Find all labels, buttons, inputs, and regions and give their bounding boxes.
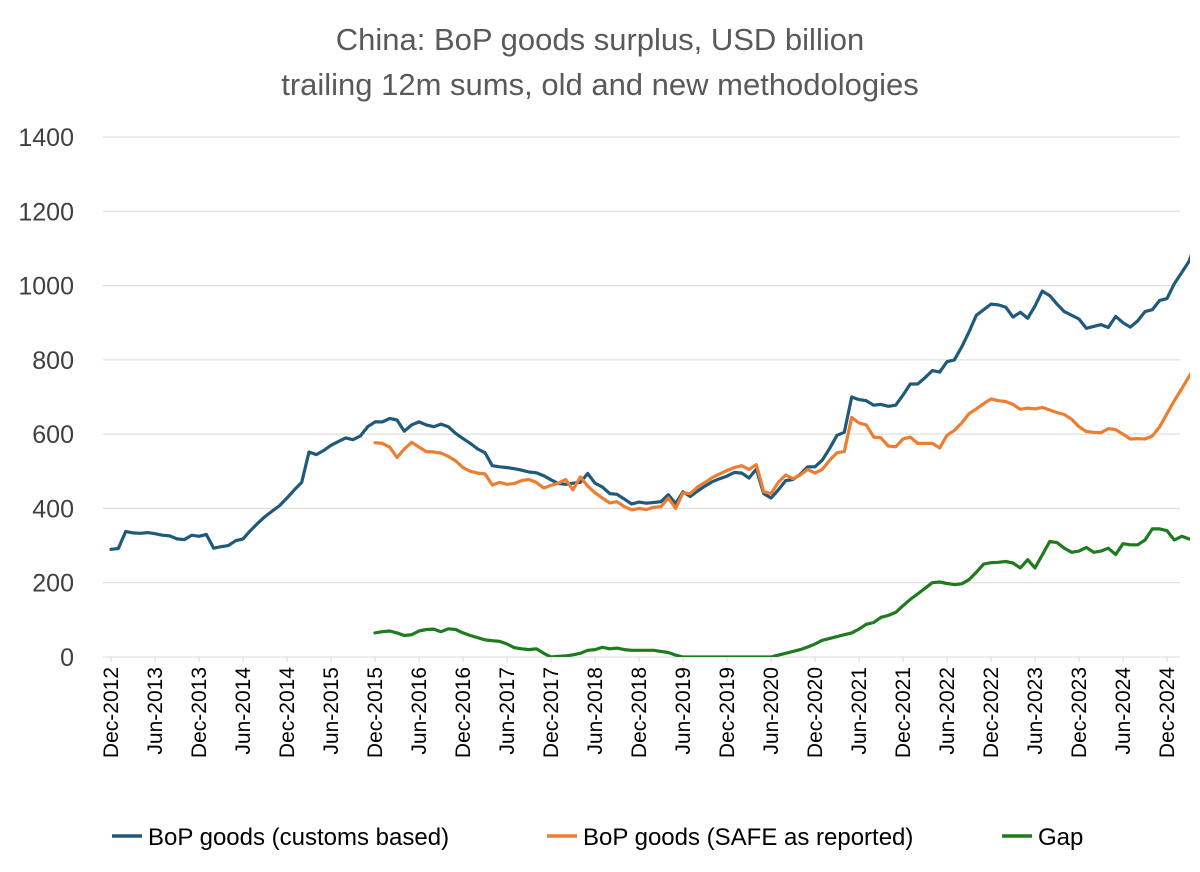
x-tick-label: Dec-2018	[628, 667, 651, 758]
x-tick-label: Jun-2021	[848, 667, 871, 755]
x-tick-label: Dec-2017	[540, 667, 563, 758]
y-tick-label: 400	[32, 495, 74, 523]
legend: BoP goods (customs based) BoP goods (SAFE…	[112, 824, 1083, 851]
y-tick-label: 800	[32, 347, 74, 375]
legend-label: Gap	[1038, 824, 1083, 851]
gridlines	[103, 136, 1180, 658]
x-tick-label: Dec-2016	[452, 667, 475, 758]
series-line-1	[109, 254, 1190, 551]
x-tick-label: Dec-2022	[980, 667, 1003, 758]
chart-subtitle: trailing 12m sums, old and new methodolo…	[281, 67, 919, 102]
x-tick-label: Dec-2015	[364, 667, 387, 758]
y-tick-label: 1400	[18, 124, 74, 152]
series-lines	[109, 254, 1190, 657]
y-tick-label: 0	[60, 644, 74, 672]
y-tick-label: 600	[32, 421, 74, 449]
x-axis-ticks: Dec-2012 Jun-2013 Dec-2013 Jun-2014 Dec-2014…	[100, 657, 1179, 758]
x-tick-label: Jun-2023	[1024, 667, 1047, 755]
x-tick-label: Dec-2021	[892, 667, 915, 758]
x-tick-label: Jun-2015	[320, 667, 343, 755]
x-tick-label: Jun-2013	[144, 667, 167, 755]
y-tick-label: 1200	[18, 198, 74, 226]
x-tick-label: Dec-2013	[188, 667, 211, 758]
x-tick-label: Jun-2014	[232, 667, 255, 755]
x-tick-label: Dec-2012	[100, 667, 123, 758]
series-line-2	[373, 371, 1190, 512]
x-tick-label: Jun-2017	[496, 667, 519, 755]
x-tick-label: Jun-2018	[584, 667, 607, 755]
x-tick-label: Dec-2014	[276, 667, 299, 758]
y-axis-ticks: 0 200 400 600 800 1000 1200 1400	[18, 124, 74, 672]
y-tick-label: 1000	[18, 273, 74, 301]
x-tick-label: Dec-2024	[1156, 667, 1179, 758]
x-tick-label: Dec-2020	[804, 667, 827, 758]
x-tick-label: Jun-2016	[408, 667, 431, 755]
series-line-3	[373, 527, 1190, 657]
x-tick-label: Jun-2020	[760, 667, 783, 755]
y-tick-label: 200	[32, 570, 74, 598]
x-tick-label: Jun-2022	[936, 667, 959, 755]
x-tick-label: Jun-2019	[672, 667, 695, 755]
legend-label: BoP goods (customs based)	[148, 824, 449, 851]
x-tick-label: Jun-2024	[1112, 667, 1135, 755]
legend-label: BoP goods (SAFE as reported)	[583, 824, 913, 851]
x-tick-label: Dec-2023	[1068, 667, 1091, 758]
chart-title: China: BoP goods surplus, USD billion	[336, 22, 864, 57]
x-tick-label: Dec-2019	[716, 667, 739, 758]
